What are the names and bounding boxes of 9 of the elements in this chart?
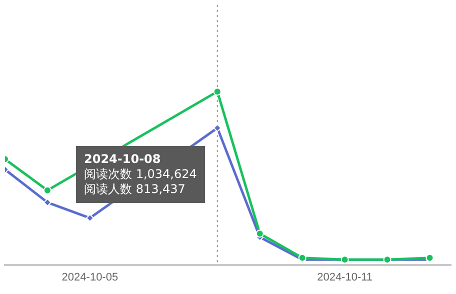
x-tick-label: 2024-10-05 — [62, 271, 118, 284]
point — [256, 230, 264, 238]
tooltip-box: 2024-10-08 阅读次数 1,034,624 阅读人数 813,437 — [76, 146, 205, 203]
x-tick-label: 2024-10-11 — [317, 271, 373, 284]
point — [213, 88, 222, 96]
annotation: 阅读次数 1,034,624 — [84, 167, 197, 182]
annotation: 2024-10-08 — [84, 152, 162, 167]
annotation: 阅读人数 813,437 — [84, 182, 186, 197]
point — [43, 186, 52, 194]
